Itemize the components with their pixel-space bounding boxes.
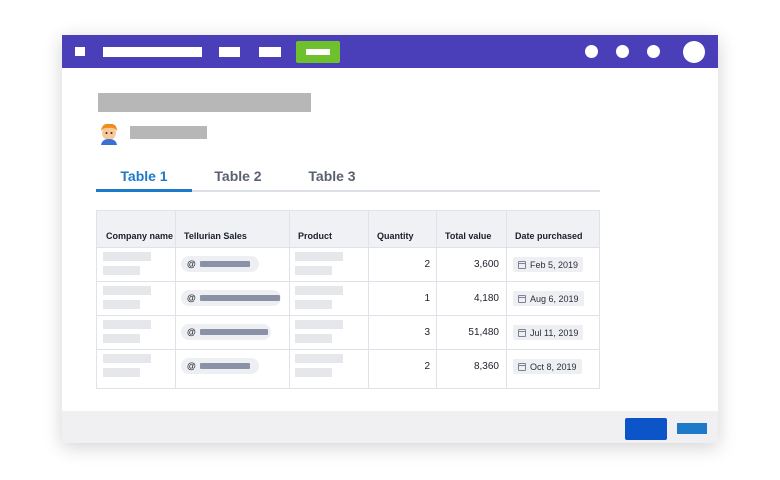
product-placeholder bbox=[295, 320, 343, 329]
product-placeholder bbox=[295, 300, 332, 309]
column-header: Product bbox=[298, 231, 333, 241]
table-row[interactable]: @ 3 51,480 Jul 11, 2019 bbox=[97, 315, 599, 350]
sales-mention[interactable]: @ bbox=[181, 290, 281, 306]
product-placeholder bbox=[295, 286, 343, 295]
total-value-cell: 51,480 bbox=[468, 326, 499, 338]
dialog-footer bbox=[62, 411, 718, 443]
date-chip: Oct 8, 2019 bbox=[513, 359, 582, 374]
tab-table-1[interactable]: Table 1 bbox=[96, 166, 192, 192]
product-placeholder bbox=[295, 266, 332, 275]
notification-dot-icon[interactable] bbox=[647, 45, 660, 58]
product-placeholder bbox=[295, 354, 343, 363]
sales-mention[interactable]: @ bbox=[181, 324, 271, 340]
company-name-placeholder bbox=[103, 266, 140, 275]
column-header: Total value bbox=[445, 231, 492, 241]
secondary-button[interactable] bbox=[677, 423, 707, 434]
notification-dot-icon[interactable] bbox=[616, 45, 629, 58]
user-avatar-icon bbox=[101, 123, 117, 145]
nav-item-placeholder[interactable] bbox=[259, 47, 281, 57]
tab-table-3[interactable]: Table 3 bbox=[308, 168, 356, 184]
total-value-cell: 4,180 bbox=[473, 292, 499, 304]
company-name-placeholder bbox=[103, 354, 151, 363]
table-header: Company name Tellurian Sales Product Qua… bbox=[97, 211, 599, 248]
page-title-placeholder bbox=[98, 93, 311, 112]
primary-button[interactable] bbox=[625, 418, 667, 440]
column-header: Date purchased bbox=[515, 231, 583, 241]
total-value-cell: 8,360 bbox=[473, 360, 499, 372]
calendar-icon bbox=[518, 362, 526, 371]
user-name-placeholder bbox=[130, 126, 207, 139]
purchases-table: Company name Tellurian Sales Product Qua… bbox=[96, 210, 600, 389]
quantity-cell: 1 bbox=[424, 292, 430, 304]
company-name-placeholder bbox=[103, 252, 151, 261]
table-row[interactable]: @ 2 3,600 Feb 5, 2019 bbox=[97, 247, 599, 282]
sales-mention[interactable]: @ bbox=[181, 358, 259, 374]
sales-mention[interactable]: @ bbox=[181, 256, 259, 272]
company-name-placeholder bbox=[103, 334, 140, 343]
column-header: Tellurian Sales bbox=[184, 231, 247, 241]
app-window: Table 1 Table 2 Table 3 Company name Tel… bbox=[62, 35, 718, 443]
column-header: Quantity bbox=[377, 231, 414, 241]
table-row[interactable]: @ 2 8,360 Oct 8, 2019 bbox=[97, 349, 599, 383]
nav-item-placeholder[interactable] bbox=[103, 47, 202, 57]
user-avatar-icon[interactable] bbox=[683, 41, 705, 63]
quantity-cell: 2 bbox=[424, 360, 430, 372]
company-name-placeholder bbox=[103, 320, 151, 329]
nav-item-active[interactable] bbox=[296, 41, 340, 63]
nav-item-placeholder[interactable] bbox=[219, 47, 240, 57]
quantity-cell: 3 bbox=[424, 326, 430, 338]
mention-at: @ bbox=[187, 327, 196, 337]
date-chip: Jul 11, 2019 bbox=[513, 325, 584, 340]
mention-at: @ bbox=[187, 293, 196, 303]
company-name-placeholder bbox=[103, 286, 151, 295]
calendar-icon bbox=[518, 260, 526, 269]
calendar-icon bbox=[518, 328, 526, 337]
quantity-cell: 2 bbox=[424, 258, 430, 270]
company-name-placeholder bbox=[103, 368, 140, 377]
tab-table-2[interactable]: Table 2 bbox=[214, 168, 262, 184]
product-placeholder bbox=[295, 368, 332, 377]
date-chip: Feb 5, 2019 bbox=[513, 257, 584, 272]
table-row[interactable]: @ 1 4,180 Aug 6, 2019 bbox=[97, 281, 599, 316]
top-navigation-bar bbox=[62, 35, 718, 68]
total-value-cell: 3,600 bbox=[473, 258, 499, 270]
notification-dot-icon[interactable] bbox=[585, 45, 598, 58]
mention-at: @ bbox=[187, 259, 196, 269]
calendar-icon bbox=[518, 294, 526, 303]
product-placeholder bbox=[295, 334, 332, 343]
column-header: Company name bbox=[106, 231, 174, 241]
date-chip: Aug 6, 2019 bbox=[513, 291, 584, 306]
product-placeholder bbox=[295, 252, 343, 261]
table-tabs: Table 1 Table 2 Table 3 bbox=[96, 166, 600, 192]
company-name-placeholder bbox=[103, 300, 140, 309]
window-square-icon[interactable] bbox=[75, 47, 85, 56]
mention-at: @ bbox=[187, 361, 196, 371]
